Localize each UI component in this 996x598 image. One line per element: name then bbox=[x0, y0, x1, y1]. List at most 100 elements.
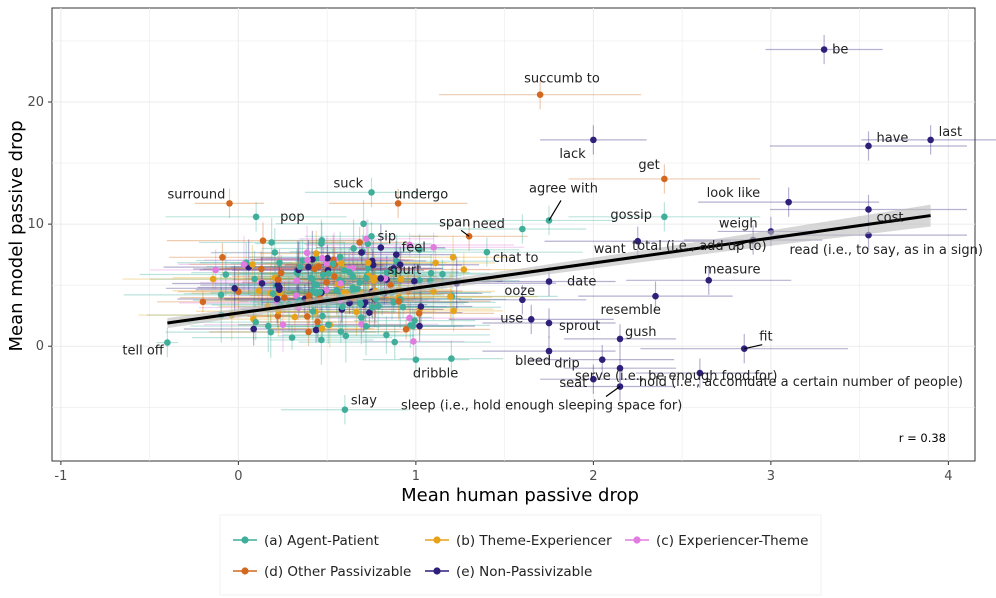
point-agent-patient bbox=[360, 220, 367, 228]
point-agent-patient bbox=[325, 270, 332, 277]
point-non-passivizable bbox=[416, 322, 423, 330]
point-other-passivizable bbox=[331, 273, 338, 280]
legend-box bbox=[219, 514, 822, 596]
point-agent-patient bbox=[364, 265, 372, 272]
point-agent-patient bbox=[369, 304, 376, 311]
point-other-passivizable bbox=[356, 239, 363, 246]
point-non-passivizable bbox=[598, 356, 606, 363]
point-label: seat bbox=[559, 376, 587, 391]
correlation-label: r = 0.38 bbox=[899, 431, 946, 445]
point-label: fit bbox=[759, 330, 772, 345]
point-agent-patient bbox=[356, 279, 364, 286]
point-agent-patient bbox=[416, 246, 423, 254]
point-other-passivizable bbox=[199, 298, 207, 306]
point-experiencer-theme bbox=[318, 254, 326, 262]
point-agent-patient bbox=[374, 302, 382, 310]
x-tick-label: 3 bbox=[767, 469, 775, 484]
point-agent-patient bbox=[345, 268, 353, 276]
point-label: sip bbox=[378, 229, 397, 244]
point-label: measure bbox=[704, 262, 761, 277]
point-agent-patient bbox=[268, 239, 275, 246]
y-tick-label: 10 bbox=[27, 217, 44, 232]
point-theme-experiencer bbox=[318, 325, 326, 332]
point-other-passivizable bbox=[415, 310, 423, 317]
point-label: resemble bbox=[601, 303, 661, 318]
point-non-passivizable bbox=[519, 296, 526, 304]
point-label: get bbox=[638, 158, 659, 173]
point-non-passivizable bbox=[616, 364, 624, 372]
point-label: date bbox=[567, 275, 596, 290]
point-label: be bbox=[832, 43, 848, 58]
point-agent-patient bbox=[439, 270, 446, 278]
point-agent-patient bbox=[339, 303, 346, 311]
point-label: undergo bbox=[394, 187, 448, 202]
legend-label-other-passivizable: (d) Other Passivizable bbox=[264, 564, 411, 580]
point-theme-experiencer bbox=[432, 259, 439, 267]
point-other-passivizable bbox=[314, 318, 321, 326]
point-agent-patient bbox=[318, 336, 325, 344]
point-label: surround bbox=[168, 187, 226, 202]
point-label: succumb to bbox=[524, 72, 600, 87]
point-non-passivizable bbox=[865, 142, 872, 150]
point-non-passivizable bbox=[705, 276, 713, 284]
point-other-passivizable bbox=[402, 326, 410, 333]
point-label: gossip bbox=[610, 208, 652, 223]
point-label: feel bbox=[402, 240, 426, 255]
point-theme-experiencer bbox=[447, 293, 454, 300]
point-agent-patient bbox=[349, 273, 357, 280]
point-label: bleed bbox=[515, 354, 551, 369]
point-non-passivizable bbox=[358, 249, 365, 256]
legend-label-theme-experiencer: (b) Theme-Experiencer bbox=[456, 533, 612, 549]
point-label: slay bbox=[351, 394, 377, 409]
point-agent-patient bbox=[416, 276, 423, 284]
point-agent-patient bbox=[319, 271, 327, 279]
y-tick-label: 0 bbox=[36, 339, 44, 354]
legend-label-non-passivizable: (e) Non-Passivizable bbox=[456, 564, 592, 580]
point-label: pop bbox=[280, 210, 304, 225]
point-experiencer-theme bbox=[430, 244, 437, 251]
legend: (a) Agent-Patient (b) Theme-Experiencer … bbox=[219, 514, 822, 596]
legend-key-dot bbox=[633, 536, 641, 544]
point-non-passivizable bbox=[258, 280, 266, 287]
point-agent-patient bbox=[412, 356, 420, 363]
point-agent-patient bbox=[391, 268, 398, 276]
point-agent-patient bbox=[399, 303, 407, 311]
point-non-passivizable bbox=[417, 303, 425, 310]
point-agent-patient bbox=[251, 275, 258, 283]
point-non-passivizable bbox=[545, 278, 553, 285]
point-other-passivizable bbox=[258, 265, 265, 273]
point-experiencer-theme bbox=[293, 277, 301, 285]
point-agent-patient bbox=[325, 321, 332, 329]
point-agent-patient bbox=[350, 245, 357, 252]
point-theme-experiencer bbox=[209, 275, 217, 283]
point-non-passivizable bbox=[276, 284, 283, 291]
point-agent-patient bbox=[329, 260, 337, 268]
y-axis-title: Mean model passive drop bbox=[6, 120, 27, 351]
point-agent-patient bbox=[391, 338, 399, 346]
point-label: weigh bbox=[719, 216, 758, 231]
point-non-passivizable bbox=[820, 46, 828, 53]
point-experiencer-theme bbox=[212, 266, 219, 274]
point-non-passivizable bbox=[785, 198, 792, 206]
point-non-passivizable bbox=[377, 275, 385, 282]
point-experiencer-theme bbox=[303, 249, 311, 257]
point-label: last bbox=[939, 125, 962, 140]
point-agent-patient bbox=[269, 290, 277, 297]
legend-label-experiencer-theme: (c) Experiencer-Theme bbox=[656, 533, 808, 549]
point-other-passivizable bbox=[281, 294, 288, 301]
point-label: sprout bbox=[559, 319, 600, 334]
point-agent-patient bbox=[309, 287, 317, 295]
point-agent-patient bbox=[337, 328, 345, 335]
point-other-passivizable bbox=[661, 175, 668, 183]
point-experiencer-theme bbox=[406, 314, 413, 322]
point-experiencer-theme bbox=[363, 235, 370, 243]
point-label: spurt bbox=[388, 263, 422, 278]
point-agent-patient bbox=[362, 323, 370, 330]
point-label: serve (i.e., be enough food for) bbox=[575, 369, 777, 384]
point-theme-experiencer bbox=[370, 277, 378, 284]
point-non-passivizable bbox=[527, 316, 535, 323]
point-agent-patient bbox=[252, 213, 260, 221]
label-leader-line bbox=[734, 239, 754, 247]
point-agent-patient bbox=[661, 213, 668, 221]
legend-label-agent-patient: (a) Agent-Patient bbox=[264, 533, 379, 549]
